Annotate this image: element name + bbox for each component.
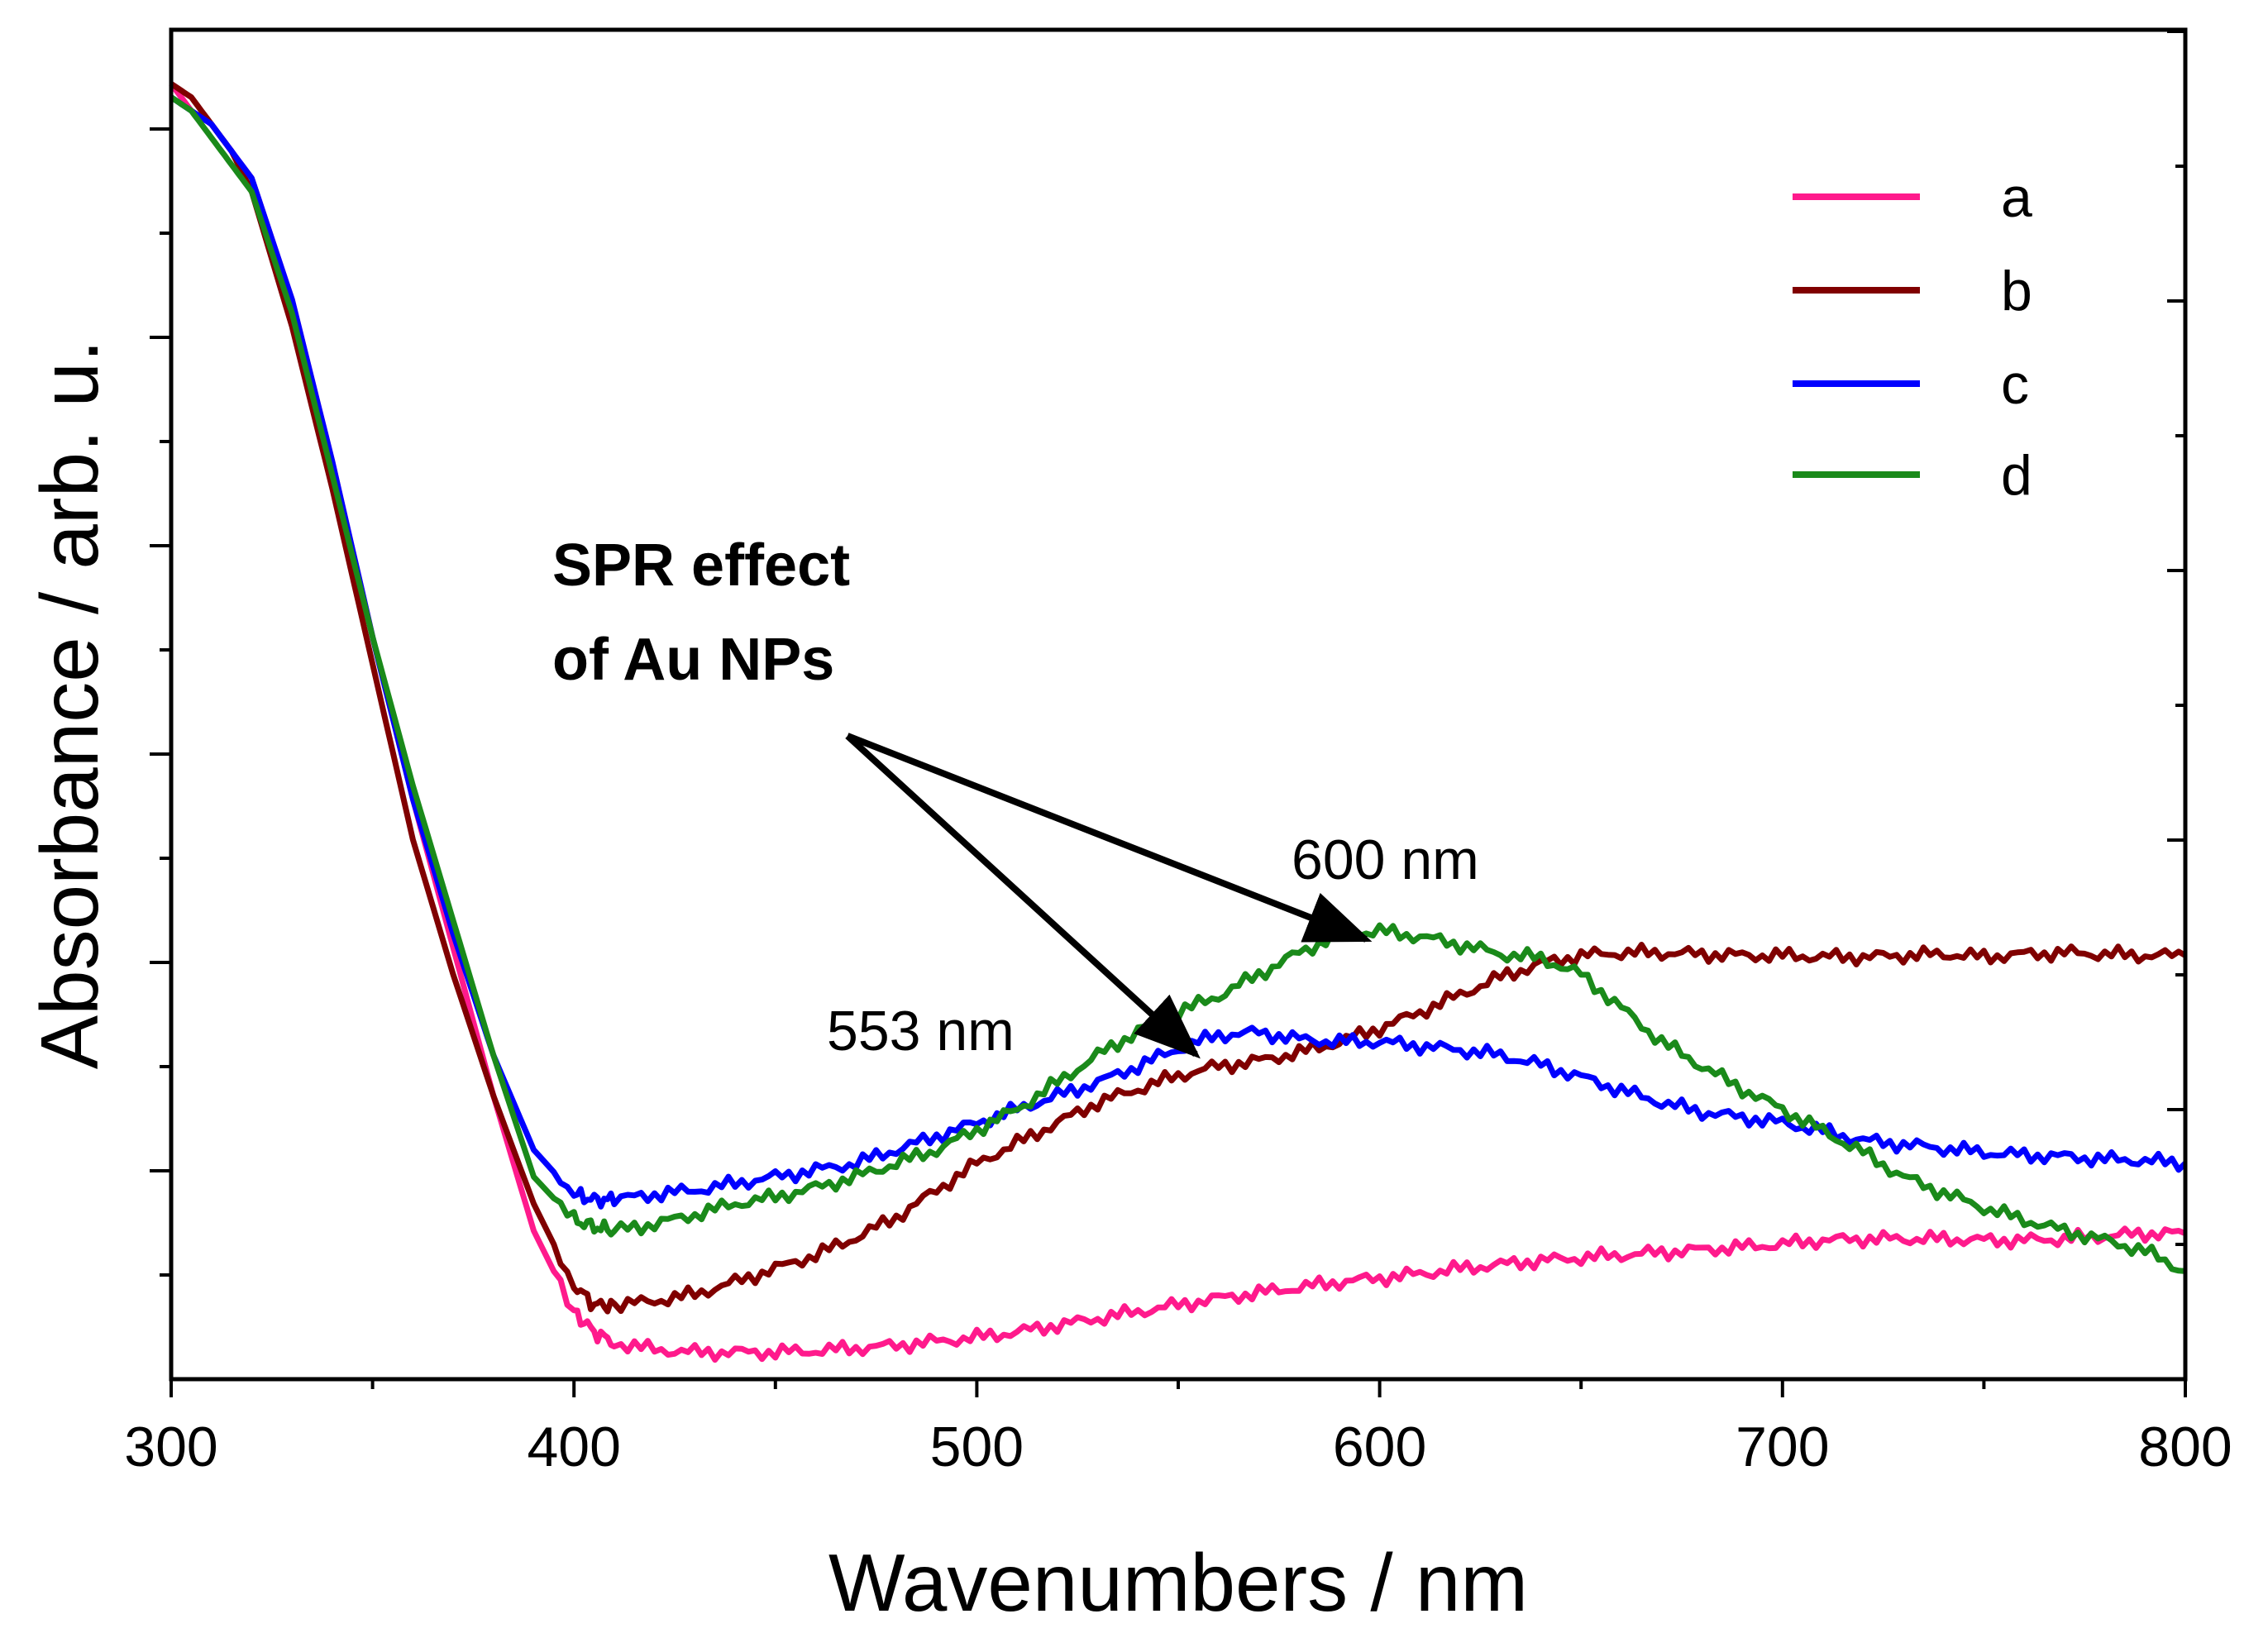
- annotation-spr-line2: of Au NPs: [552, 627, 834, 693]
- ticks-layer: 300 400 500 600 700 800: [124, 30, 2232, 1478]
- x-tick-label: 600: [1333, 1416, 1426, 1478]
- legend-label-b: b: [2001, 260, 2032, 322]
- series-layer: [169, 81, 2188, 1363]
- arrow-to-553: [845, 733, 1201, 1059]
- y-axis-title: Absorbance / arb. u.: [24, 340, 115, 1070]
- legend-label-a: a: [2001, 166, 2032, 229]
- annotation-peak-600: 600 nm: [1292, 828, 1479, 891]
- series-line-a: [169, 82, 2187, 1363]
- x-tick-label: 700: [1736, 1416, 1829, 1478]
- series-line-b: [170, 81, 2187, 1315]
- x-tick-label: 400: [527, 1416, 620, 1478]
- legend-label-d: d: [2001, 444, 2032, 507]
- x-tick-label: 800: [2138, 1416, 2232, 1478]
- x-tick-label: 500: [930, 1416, 1024, 1478]
- series-line-d: [170, 94, 2186, 1274]
- annotation-peak-553: 553 nm: [827, 1000, 1015, 1062]
- legend: a b c d: [1793, 166, 2032, 507]
- x-axis-title: Wavenumbers / nm: [828, 1537, 1528, 1628]
- annotation-spr-line1: SPR effect: [552, 532, 850, 599]
- legend-label-c: c: [2001, 353, 2029, 416]
- series-line-c: [170, 94, 2188, 1210]
- x-tick-label: 300: [124, 1416, 217, 1478]
- arrow-to-600: [846, 733, 1373, 943]
- plot-frame: [169, 27, 2188, 1382]
